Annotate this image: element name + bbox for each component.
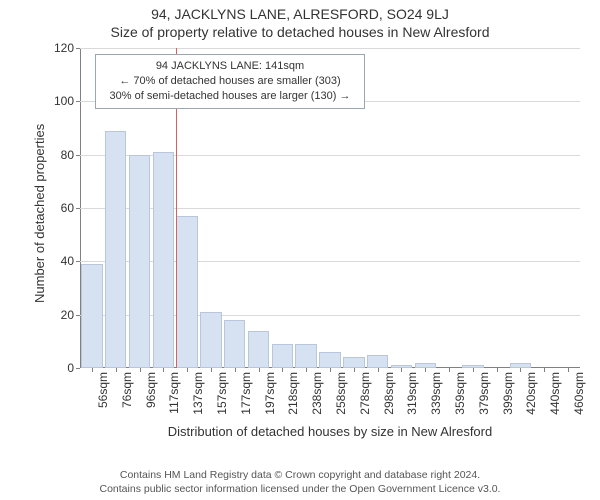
x-tick-label: 177sqm — [239, 372, 253, 415]
gridline — [80, 48, 580, 49]
x-axis-label: Distribution of detached houses by size … — [80, 424, 580, 439]
bar — [153, 152, 174, 368]
footer-line-2: Contains public sector information licen… — [0, 482, 600, 496]
x-tick-mark — [259, 368, 260, 372]
x-tick-label: 440sqm — [548, 372, 562, 415]
x-tick-mark — [235, 368, 236, 372]
x-tick-mark — [140, 368, 141, 372]
bar — [319, 352, 340, 368]
y-tick-label: 0 — [67, 361, 80, 375]
x-tick-mark — [211, 368, 212, 372]
y-tick-label: 40 — [61, 254, 80, 268]
x-tick-mark — [92, 368, 93, 372]
x-tick-label: 258sqm — [334, 372, 348, 415]
annotation-line: 94 JACKLYNS LANE: 141sqm — [104, 59, 356, 74]
x-tick-label: 76sqm — [120, 372, 134, 408]
bar — [81, 264, 102, 368]
x-tick-mark — [282, 368, 283, 372]
x-tick-label: 96sqm — [144, 372, 158, 408]
bar — [200, 312, 221, 368]
bar — [367, 355, 388, 368]
x-tick-mark — [544, 368, 545, 372]
y-tick-label: 80 — [61, 148, 80, 162]
bar — [224, 320, 245, 368]
y-axis-label: Number of detached properties — [32, 124, 47, 303]
x-tick-mark — [330, 368, 331, 372]
x-tick-label: 339sqm — [429, 372, 443, 415]
bar — [129, 155, 150, 368]
x-tick-mark — [354, 368, 355, 372]
x-tick-label: 137sqm — [191, 372, 205, 415]
x-tick-label: 197sqm — [263, 372, 277, 415]
footer-line-1: Contains HM Land Registry data © Crown c… — [0, 468, 600, 482]
x-tick-label: 56sqm — [96, 372, 110, 408]
x-tick-label: 238sqm — [310, 372, 324, 415]
y-tick-label: 20 — [61, 308, 80, 322]
x-tick-label: 218sqm — [286, 372, 300, 415]
x-tick-label: 319sqm — [405, 372, 419, 415]
bar — [343, 357, 364, 368]
annotation-box: 94 JACKLYNS LANE: 141sqm← 70% of detache… — [95, 54, 365, 109]
x-tick-mark — [497, 368, 498, 372]
x-tick-mark — [187, 368, 188, 372]
chart-container: 94, JACKLYNS LANE, ALRESFORD, SO24 9LJ S… — [0, 0, 600, 500]
bar — [295, 344, 316, 368]
x-tick-mark — [306, 368, 307, 372]
x-tick-mark — [163, 368, 164, 372]
x-tick-label: 379sqm — [477, 372, 491, 415]
x-tick-mark — [378, 368, 379, 372]
x-tick-label: 460sqm — [572, 372, 586, 415]
annotation-line: ← 70% of detached houses are smaller (30… — [104, 74, 356, 89]
x-tick-mark — [449, 368, 450, 372]
x-tick-mark — [568, 368, 569, 372]
title-line-1: 94, JACKLYNS LANE, ALRESFORD, SO24 9LJ — [0, 0, 600, 22]
x-tick-label: 359sqm — [453, 372, 467, 415]
x-tick-label: 157sqm — [215, 372, 229, 415]
bar — [176, 216, 197, 368]
x-tick-label: 117sqm — [167, 372, 181, 414]
y-tick-label: 120 — [54, 41, 80, 55]
x-tick-mark — [520, 368, 521, 372]
x-tick-mark — [116, 368, 117, 372]
x-tick-label: 298sqm — [382, 372, 396, 415]
title-line-2: Size of property relative to detached ho… — [0, 22, 600, 40]
plot-area: 02040608010012056sqm76sqm96sqm117sqm137s… — [80, 48, 580, 368]
y-tick-label: 100 — [54, 94, 80, 108]
y-tick-label: 60 — [61, 201, 80, 215]
x-tick-label: 278sqm — [358, 372, 372, 415]
bar — [272, 344, 293, 368]
x-tick-label: 420sqm — [524, 372, 538, 415]
x-tick-label: 399sqm — [501, 372, 515, 415]
x-tick-mark — [401, 368, 402, 372]
annotation-line: 30% of semi-detached houses are larger (… — [104, 89, 356, 104]
bar — [248, 331, 269, 368]
x-tick-mark — [425, 368, 426, 372]
attribution-footer: Contains HM Land Registry data © Crown c… — [0, 468, 600, 496]
bar — [105, 131, 126, 368]
x-tick-mark — [473, 368, 474, 372]
